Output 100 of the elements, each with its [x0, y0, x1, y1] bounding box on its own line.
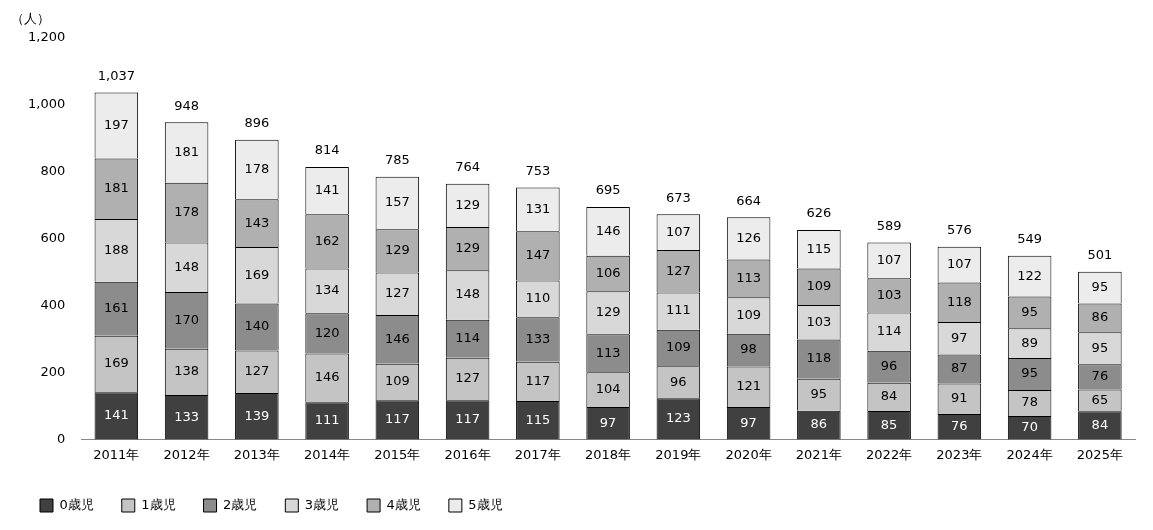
data-label: 96	[670, 373, 687, 389]
data-label: 121	[736, 378, 762, 394]
total-label: 1,037	[97, 67, 135, 83]
data-label: 181	[174, 143, 200, 159]
data-label: 70	[1021, 419, 1038, 435]
data-label: 114	[455, 330, 481, 346]
data-label: 98	[740, 341, 757, 357]
legend-label: 4歳児	[386, 496, 421, 512]
data-label: 107	[946, 256, 972, 271]
data-label: 129	[595, 304, 621, 320]
x-tick-label: 2014年	[304, 446, 351, 462]
x-tick-label: 2019年	[655, 446, 702, 462]
data-label: 170	[174, 311, 200, 327]
data-label: 122	[1017, 267, 1043, 283]
total-label: 695	[595, 182, 621, 198]
total-label: 501	[1087, 247, 1113, 263]
data-label: 123	[665, 410, 691, 426]
data-label: 141	[314, 182, 340, 198]
data-label: 143	[244, 214, 270, 230]
data-label: 148	[455, 286, 481, 302]
data-label: 86	[810, 416, 828, 432]
data-label: 97	[599, 414, 617, 430]
data-label: 76	[951, 418, 968, 434]
y-axis-title: （人）	[10, 11, 50, 27]
data-label: 131	[525, 200, 551, 216]
x-tick-label: 2015年	[374, 446, 421, 462]
data-label: 169	[244, 266, 270, 282]
data-label: 84	[1091, 416, 1109, 432]
data-label: 161	[103, 300, 129, 316]
data-label: 103	[876, 286, 902, 302]
data-label: 181	[103, 180, 129, 196]
data-label: 65	[1091, 391, 1109, 407]
data-label: 110	[525, 290, 551, 306]
x-tick-label: 2016年	[444, 446, 491, 462]
data-label: 127	[455, 370, 481, 386]
legend-label: 2歳児	[223, 496, 258, 512]
y-tick-label: 1,200	[28, 29, 66, 45]
data-label: 113	[736, 269, 762, 285]
data-label: 109	[384, 373, 410, 389]
total-label: 576	[946, 222, 972, 238]
legend-label: 5歳児	[468, 496, 503, 512]
data-label: 87	[951, 360, 968, 376]
data-label: 133	[525, 330, 551, 346]
data-label: 129	[384, 242, 410, 258]
x-tick-label: 2024年	[1006, 446, 1053, 462]
data-label: 97	[951, 329, 968, 345]
data-label: 178	[174, 203, 200, 219]
data-label: 139	[244, 407, 270, 423]
data-label: 147	[525, 247, 551, 263]
total-label: 896	[244, 115, 270, 131]
data-label: 157	[384, 194, 410, 210]
data-label: 96	[880, 358, 898, 374]
data-label: 109	[806, 278, 832, 294]
data-label: 91	[951, 390, 968, 406]
data-label: 107	[665, 223, 691, 239]
y-tick-label: 1,000	[28, 96, 66, 112]
data-label: 148	[174, 258, 200, 274]
legend-label: 0歳児	[59, 496, 94, 512]
total-label: 589	[876, 217, 902, 233]
total-label: 626	[806, 205, 832, 221]
data-label: 117	[455, 411, 481, 427]
data-label: 109	[665, 339, 691, 355]
data-label: 111	[665, 302, 691, 318]
data-label: 146	[595, 222, 621, 238]
data-label: 115	[525, 411, 551, 427]
data-label: 76	[1091, 368, 1109, 384]
data-label: 109	[736, 306, 762, 322]
data-label: 97	[740, 414, 757, 430]
data-label: 78	[1021, 394, 1038, 410]
data-label: 84	[880, 388, 898, 404]
x-tick-label: 2021年	[795, 446, 842, 462]
data-label: 134	[314, 282, 340, 298]
data-label: 114	[876, 323, 902, 339]
data-label: 127	[244, 363, 270, 379]
data-label: 115	[806, 240, 832, 256]
total-label: 948	[174, 97, 200, 113]
data-label: 188	[103, 241, 129, 257]
data-label: 118	[806, 350, 832, 366]
data-label: 95	[1091, 279, 1109, 295]
data-label: 178	[244, 160, 270, 176]
total-label: 664	[736, 192, 762, 208]
data-label: 104	[595, 380, 621, 396]
data-label: 117	[384, 411, 410, 427]
data-label: 95	[1021, 365, 1038, 381]
data-label: 162	[314, 232, 340, 248]
data-label: 95	[810, 386, 828, 402]
total-label: 673	[665, 189, 691, 205]
data-label: 146	[384, 330, 410, 346]
y-tick-label: 200	[40, 363, 66, 379]
x-tick-label: 2018年	[585, 446, 632, 462]
data-label: 197	[103, 116, 129, 132]
data-label: 129	[455, 196, 481, 212]
data-label: 141	[103, 407, 129, 423]
data-label: 120	[314, 324, 340, 340]
total-label: 549	[1017, 231, 1043, 247]
data-label: 111	[314, 412, 340, 428]
data-label: 127	[384, 285, 410, 301]
x-tick-label: 2023年	[936, 446, 983, 462]
x-tick-label: 2025年	[1076, 446, 1123, 462]
data-label: 146	[314, 369, 340, 385]
